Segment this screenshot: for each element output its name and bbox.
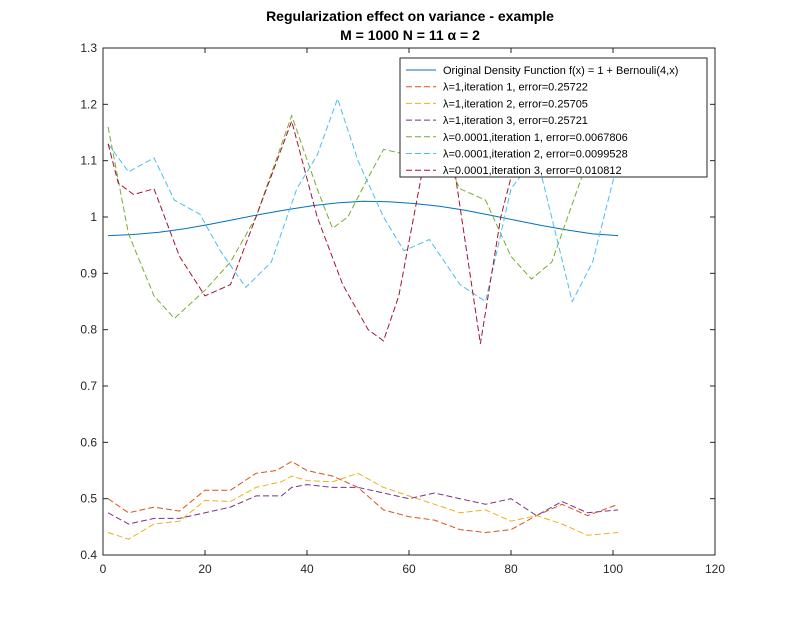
y-tick-label: 0.8: [80, 323, 97, 337]
series-line-3: [107, 484, 619, 525]
y-tick-label: 1.1: [80, 154, 97, 168]
series-line-4: [107, 114, 619, 320]
series-line-6: [107, 119, 542, 344]
chart-title: Regularization effect on variance - exam…: [266, 8, 554, 24]
x-tick-label: 80: [504, 562, 518, 576]
y-tick-label: 0.6: [80, 435, 97, 449]
legend-label-3: λ=1,iteration 3, error=0.25721: [443, 115, 588, 127]
legend: Original Density Function f(x) = 1 + Ber…: [399, 57, 708, 178]
x-tick-label: 120: [705, 562, 725, 576]
y-axis: 0.4 0.5 0.6 0.7 0.8 0.9 1 1.1 1.2 1.3: [80, 41, 715, 562]
series-line-2: [107, 472, 619, 540]
series-line-1: [107, 460, 619, 534]
legend-label-5: λ=0.0001,iteration 2, error=0.0099528: [443, 149, 628, 161]
y-tick-label: 1.2: [80, 97, 97, 111]
plot-area: 0 20 40 60 80 100 120 0.4 0.5 0.6 0.7 0.8 0.9 1 1.1 1.…: [80, 41, 725, 576]
x-tick-label: 100: [603, 562, 623, 576]
x-tick-label: 60: [402, 562, 416, 576]
legend-items: Original Density Function f(x) = 1 + Ber…: [406, 65, 678, 177]
x-tick-label: 0: [100, 562, 107, 576]
y-tick-label: 1: [90, 210, 97, 224]
legend-label-6: λ=0.0001,iteration 3, error=0.010812: [443, 165, 622, 177]
y-tick-label: 0.7: [80, 379, 97, 393]
x-axis: 0 20 40 60 80 100 120: [100, 48, 725, 576]
series-line-0: [108, 200, 619, 237]
y-tick-label: 0.4: [80, 548, 97, 562]
x-tick-label: 20: [198, 562, 212, 576]
legend-label-4: λ=0.0001,iteration 1, error=0.0067806: [443, 132, 628, 144]
legend-label-1: λ=1,iteration 1, error=0.25722: [443, 82, 588, 94]
legend-label-0: Original Density Function f(x) = 1 + Ber…: [443, 65, 678, 77]
y-tick-label: 0.9: [80, 266, 97, 280]
y-tick-label: 1.3: [80, 41, 97, 55]
chart-subtitle: M = 1000 N = 11 α = 2: [340, 27, 480, 43]
y-tick-label: 0.5: [80, 492, 97, 506]
legend-box: [399, 57, 708, 178]
series-layer: [107, 97, 619, 540]
legend-label-2: λ=1,iteration 2, error=0.25705: [443, 98, 588, 110]
x-tick-label: 40: [300, 562, 314, 576]
